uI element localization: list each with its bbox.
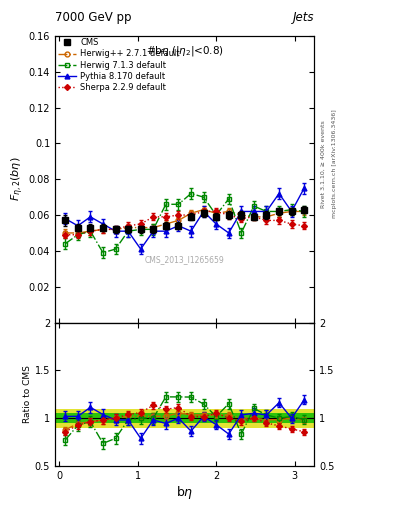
Legend: CMS, Herwig++ 2.7.1 default, Herwig 7.1.3 default, Pythia 8.170 default, Sherpa : CMS, Herwig++ 2.7.1 default, Herwig 7.1.… — [57, 38, 180, 92]
Text: #b$\eta$ ($|\eta_2|$<0.8): #b$\eta$ ($|\eta_2|$<0.8) — [146, 45, 224, 58]
Y-axis label: $F_{\eta,2}(b\eta)$: $F_{\eta,2}(b\eta)$ — [9, 157, 26, 201]
Y-axis label: Ratio to CMS: Ratio to CMS — [23, 365, 32, 423]
Text: 7000 GeV pp: 7000 GeV pp — [55, 11, 132, 25]
Text: Jets: Jets — [293, 11, 314, 25]
X-axis label: b$\eta$: b$\eta$ — [176, 483, 193, 501]
Text: mcplots.cern.ch [arXiv:1306.3436]: mcplots.cern.ch [arXiv:1306.3436] — [332, 110, 337, 218]
Text: Rivet 3.1.10, ≥ 400k events: Rivet 3.1.10, ≥ 400k events — [320, 120, 325, 208]
Text: CMS_2013_I1265659: CMS_2013_I1265659 — [145, 255, 224, 264]
